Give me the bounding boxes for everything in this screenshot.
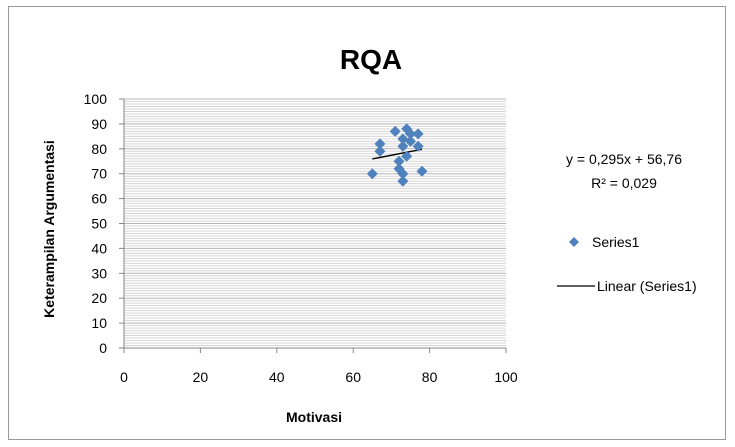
y-tick-label: 50 bbox=[91, 216, 107, 232]
data-point bbox=[412, 128, 424, 140]
data-point bbox=[405, 128, 416, 140]
data-point bbox=[401, 123, 413, 135]
y-tick-label: 100 bbox=[84, 91, 108, 107]
data-point bbox=[401, 150, 413, 162]
trendline bbox=[372, 148, 423, 160]
x-tick-label: 40 bbox=[269, 369, 285, 385]
data-point bbox=[374, 138, 386, 150]
data-point bbox=[366, 168, 378, 180]
data-point bbox=[416, 165, 428, 177]
x-axis-title: Motivasi bbox=[286, 409, 342, 425]
x-tick-label: 0 bbox=[120, 369, 128, 385]
data-point bbox=[412, 140, 424, 152]
trendline-equation: y = 0,295x + 56,76 bbox=[566, 151, 682, 167]
legend-label-trendline: Linear (Series1) bbox=[597, 278, 697, 294]
y-tick-label: 0 bbox=[99, 340, 107, 356]
data-point bbox=[393, 155, 405, 167]
data-points bbox=[366, 123, 428, 187]
legend-label-series1: Series1 bbox=[592, 234, 640, 250]
y-tick-label: 80 bbox=[91, 141, 107, 157]
trendline-r2: R² = 0,029 bbox=[591, 175, 657, 191]
grid bbox=[124, 98, 506, 347]
legend: Series1 Linear (Series1) bbox=[557, 234, 697, 294]
y-tick-label: 40 bbox=[91, 240, 107, 256]
y-tick-label: 60 bbox=[91, 191, 107, 207]
y-axis-title: Keterampilan Argumentasi bbox=[41, 140, 57, 318]
x-tick-label: 60 bbox=[345, 369, 361, 385]
y-tick-label: 70 bbox=[91, 166, 107, 182]
y-tick-label: 20 bbox=[91, 290, 107, 306]
data-point bbox=[405, 135, 416, 147]
x-tick-label: 20 bbox=[193, 369, 209, 385]
data-point bbox=[374, 145, 386, 157]
y-tick-label: 10 bbox=[91, 315, 107, 331]
chart-svg: RQA 0 20 40 60 80 100 0102030405060708090100 … bbox=[41, 44, 697, 425]
y-tick-label: 90 bbox=[91, 116, 107, 132]
data-point bbox=[397, 175, 409, 187]
data-point bbox=[389, 125, 401, 137]
legend-marker-series1 bbox=[569, 237, 579, 247]
data-point bbox=[397, 140, 409, 152]
y-tick-label: 30 bbox=[91, 265, 107, 281]
trendline-group bbox=[372, 148, 423, 160]
chart-frame: RQA 0 20 40 60 80 100 0 10 20 30 40 50 60 70 80 90 100 … bbox=[8, 6, 726, 440]
chart-title: RQA bbox=[340, 44, 402, 75]
y-tick-labels: 0 10 20 30 40 50 60 70 80 90 100 bbox=[84, 91, 124, 356]
x-tick-label: 80 bbox=[422, 369, 438, 385]
x-tick-label: 100 bbox=[494, 369, 518, 385]
data-point bbox=[397, 168, 409, 180]
x-tick-labels: 0 20 40 60 80 100 bbox=[120, 348, 518, 385]
